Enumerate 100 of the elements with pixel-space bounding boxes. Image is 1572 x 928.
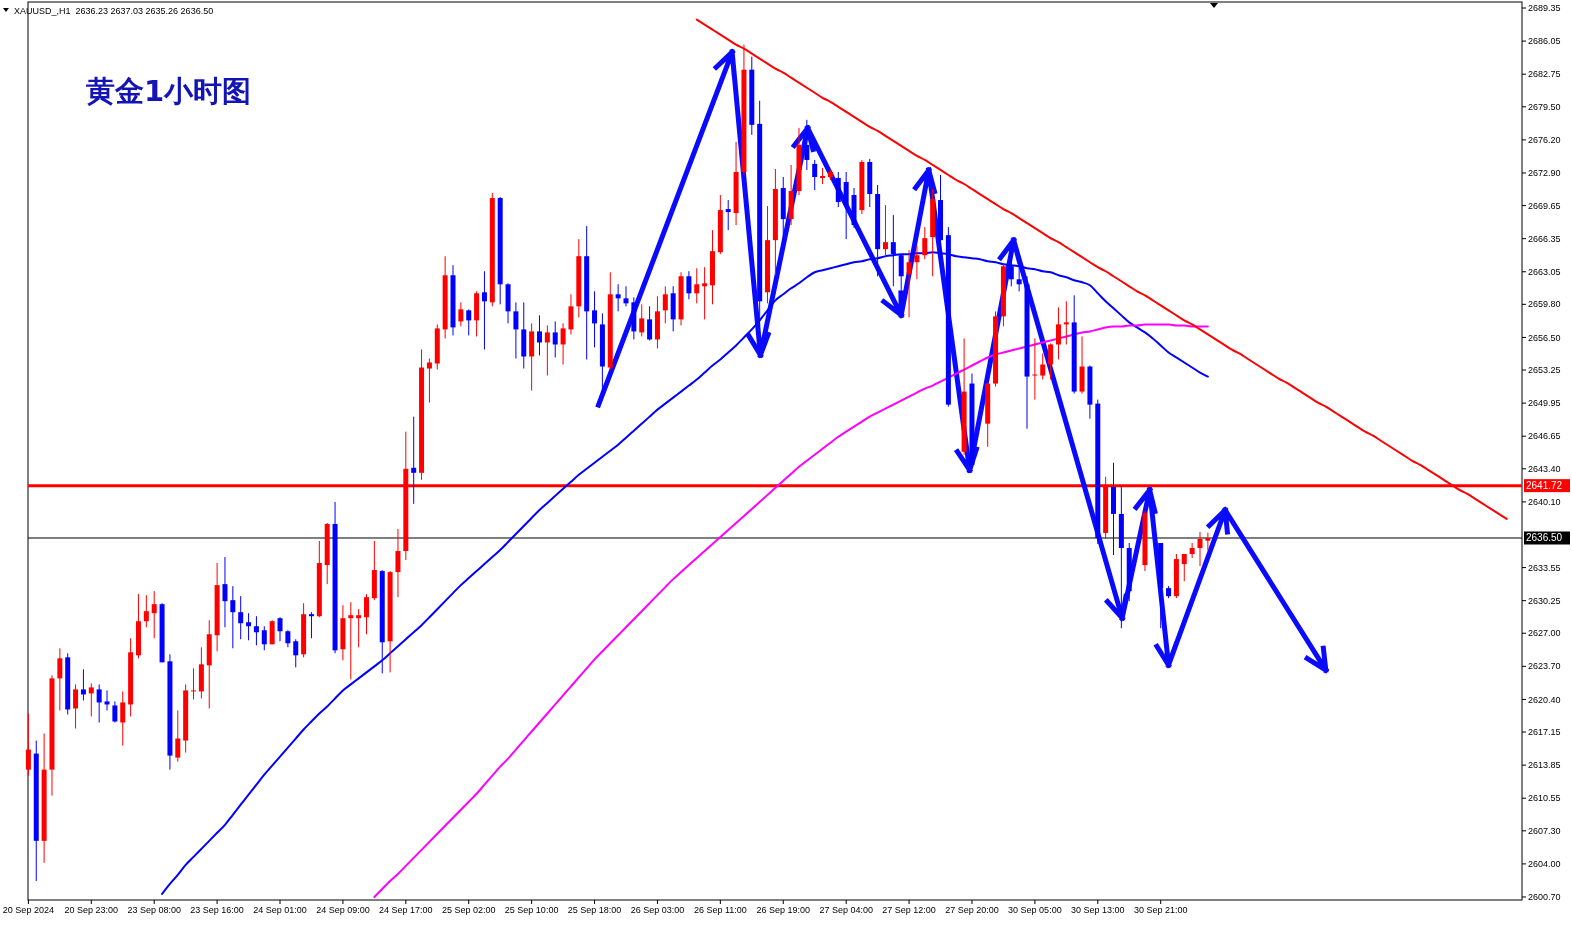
candlestick: [458, 301, 464, 327]
text: 黄金1小时图: [85, 74, 252, 108]
candlestick: [356, 608, 362, 648]
y-tick-label: 2617.15: [1528, 727, 1561, 738]
candlestick: [104, 689, 110, 711]
candlestick: [73, 683, 79, 730]
candlestick: [1040, 352, 1046, 381]
annotation: XAUUSD_,H1 2636.23 2637.03 2635.26 2636.50: [14, 6, 214, 16]
candlestick: [25, 712, 31, 777]
y-tick-label: 2676.20: [1528, 135, 1561, 146]
candlestick: [57, 647, 63, 711]
x-tick-label: 24 Sep 17:00: [379, 905, 433, 915]
candlestick: [96, 683, 102, 724]
y-tick-label: 2679.50: [1528, 101, 1561, 112]
candlestick: [466, 308, 472, 336]
x-tick-label: 26 Sep 11:00: [693, 905, 747, 915]
candlestick: [615, 283, 621, 312]
x-tick-label: 24 Sep 01:00: [253, 905, 307, 915]
candlestick: [513, 301, 519, 359]
candlestick: [694, 267, 700, 304]
candlestick: [120, 690, 126, 747]
candlestick: [151, 590, 157, 639]
y-tick-label: 2689.35: [1528, 3, 1561, 14]
candlestick: [191, 667, 197, 700]
y-tick-label: 2653.25: [1528, 365, 1561, 376]
candlestick: [544, 324, 550, 377]
x-tick-label: 23 Sep 16:00: [190, 905, 244, 915]
x-tick-label: 26 Sep 19:00: [756, 905, 811, 915]
y-tick-label: 2623.70: [1528, 661, 1561, 672]
candlestick: [882, 204, 888, 258]
y-tick-label: 2682.75: [1528, 69, 1561, 80]
candlestick: [238, 595, 244, 640]
y-tick-label: 2656.50: [1528, 332, 1561, 343]
x-tick-label: 26 Sep 03:00: [630, 905, 685, 915]
candlestick: [922, 226, 928, 260]
x-tick-label: 30 Sep 13:00: [1071, 905, 1125, 915]
candlestick: [647, 305, 653, 341]
y-tick-label: 2646.65: [1528, 431, 1561, 442]
candlestick: [568, 293, 574, 335]
y-tick-label: 2600.70: [1528, 892, 1561, 903]
line-series: [373, 323, 1209, 898]
candlestick: [80, 668, 86, 701]
candlestick: [293, 638, 299, 668]
candlestick: [906, 249, 912, 318]
candlestick: [1205, 532, 1211, 551]
candlestick: [253, 615, 259, 646]
x-tick-label: 20 Sep 23:00: [64, 905, 119, 915]
candlestick: [686, 270, 692, 300]
y-tick-label: 2620.40: [1528, 694, 1561, 705]
ref-line-label: 2641.72: [1526, 480, 1563, 492]
candlestick: [639, 303, 645, 337]
candlestick: [230, 585, 236, 649]
x-tick-label: 30 Sep 05:00: [1008, 905, 1062, 915]
candlestick: [481, 270, 487, 350]
x-tick-label: 25 Sep 02:00: [441, 905, 496, 915]
x-tick-label: 27 Sep 20:00: [945, 905, 999, 915]
x-tick-label: 27 Sep 04:00: [819, 905, 873, 915]
y-tick-label: 2640.10: [1528, 497, 1561, 508]
y-tick-label: 2659.80: [1528, 299, 1561, 310]
y-tick-label: 2649.95: [1528, 398, 1561, 409]
candlestick: [804, 119, 810, 171]
candlestick: [112, 700, 118, 724]
candlestick: [308, 611, 314, 639]
candlestick: [88, 682, 94, 717]
y-tick-label: 2630.25: [1528, 595, 1561, 606]
candlestick: [1055, 306, 1061, 360]
candlestick: [364, 593, 370, 635]
candlestick: [426, 357, 432, 404]
candlestick: [175, 709, 181, 763]
y-tick-label: 2669.65: [1528, 200, 1561, 211]
y-tick-label: 2633.55: [1528, 562, 1561, 573]
candlestick: [725, 199, 731, 231]
candlestick: [1048, 342, 1054, 381]
candlestick: [1189, 542, 1195, 559]
ref-line-label: 2636.50: [1526, 532, 1563, 544]
candlestick: [1197, 531, 1203, 567]
candlestick: [277, 616, 283, 642]
y-tick-label: 2643.40: [1528, 463, 1561, 474]
y-tick-label: 2607.30: [1528, 825, 1561, 836]
candlestick: [552, 320, 558, 358]
candlestick: [812, 159, 818, 191]
y-tick-label: 2613.85: [1528, 760, 1561, 771]
x-tick-label: 30 Sep 21:00: [1133, 905, 1188, 915]
candlestick: [623, 285, 629, 307]
x-tick-label: 27 Sep 12:00: [882, 905, 936, 915]
candlestick: [1063, 300, 1069, 345]
candlestick: [143, 594, 149, 628]
y-tick-label: 2610.55: [1528, 793, 1561, 804]
candlestick: [411, 416, 417, 505]
x-tick-label: 23 Sep 08:00: [127, 905, 181, 915]
candlestick: [261, 625, 267, 651]
x-tick-label: 24 Sep 09:00: [316, 905, 370, 915]
candlestick: [222, 556, 228, 628]
x-tick-label: 25 Sep 18:00: [567, 905, 622, 915]
y-tick-label: 2666.35: [1528, 233, 1561, 244]
candlestick: [537, 314, 542, 356]
candlestick: [702, 266, 708, 320]
y-tick-label: 2604.00: [1528, 859, 1561, 870]
candlestick: [1032, 337, 1038, 401]
x-tick-label: 20 Sep 2024: [2, 905, 54, 915]
